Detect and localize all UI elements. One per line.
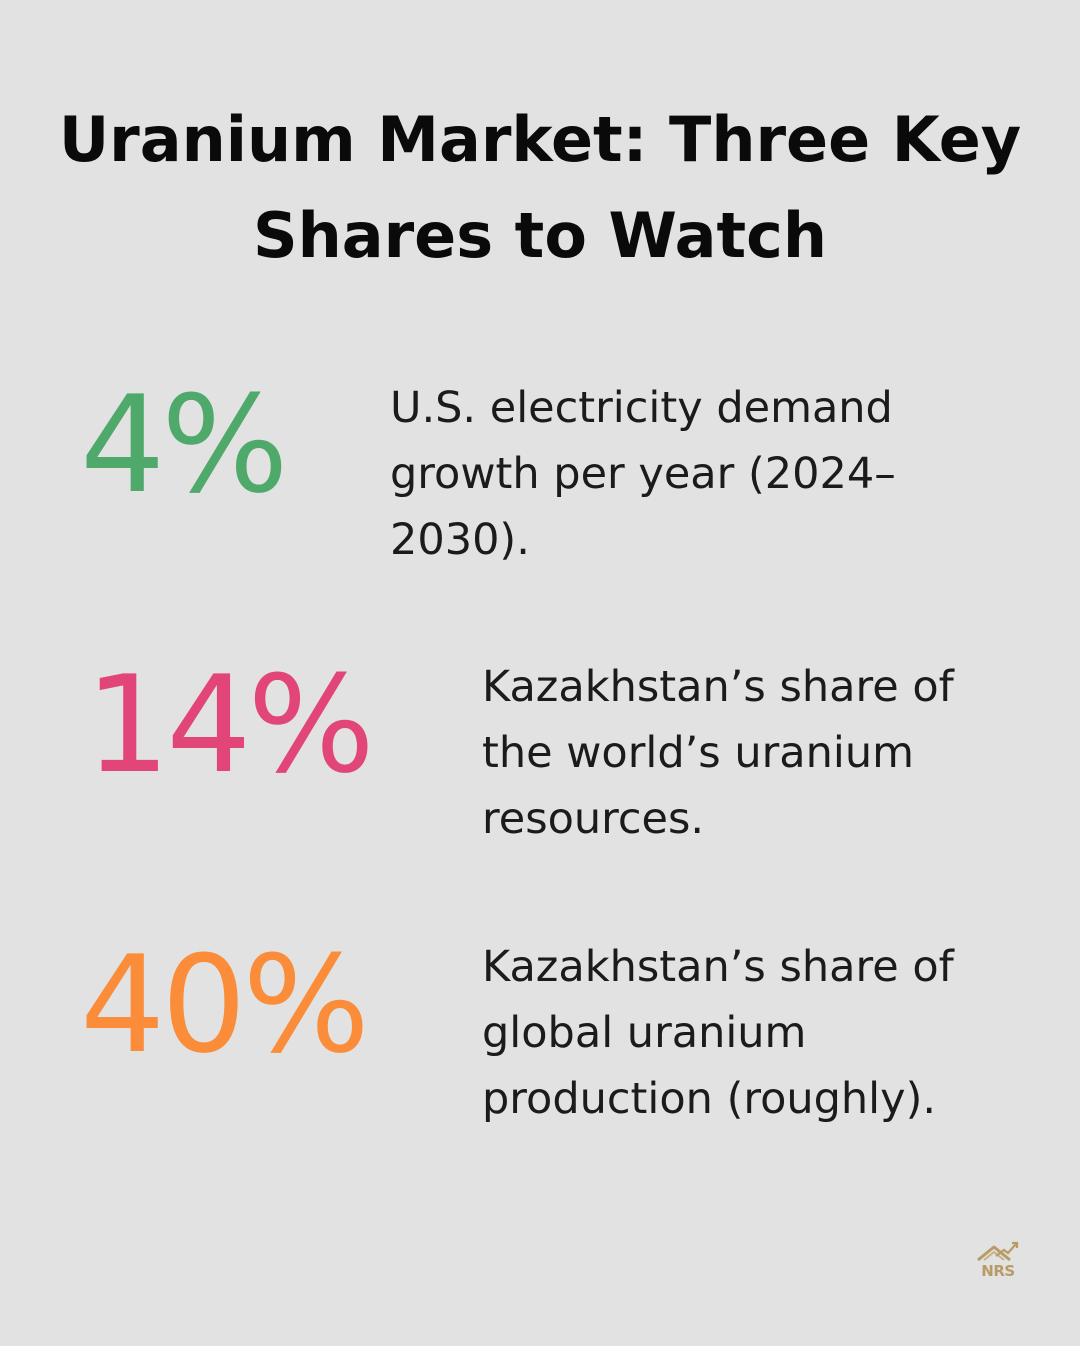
stat-value: 14% xyxy=(85,647,375,803)
stat-value: 40% xyxy=(80,927,370,1083)
stat-row-1: 4% U.S. electricity demand growth per ye… xyxy=(0,370,1080,630)
brand-logo: NRS xyxy=(970,1240,1026,1286)
house-chart-icon xyxy=(977,1241,1019,1262)
stat-description: U.S. electricity demand growth per year … xyxy=(390,383,896,565)
stat-description: Kazakhstan’s share of global uranium pro… xyxy=(482,942,954,1124)
logo-text: NRS xyxy=(981,1262,1015,1280)
page-title: Uranium Market: Three Key Shares to Watc… xyxy=(58,103,1022,272)
stat-description: Kazakhstan’s share of the world’s uraniu… xyxy=(482,662,954,844)
stat-row-2: 14% Kazakhstan’s share of the world’s ur… xyxy=(0,650,1080,910)
stat-row-3: 40% Kazakhstan’s share of global uranium… xyxy=(0,930,1080,1190)
stat-value: 4% xyxy=(80,367,289,523)
